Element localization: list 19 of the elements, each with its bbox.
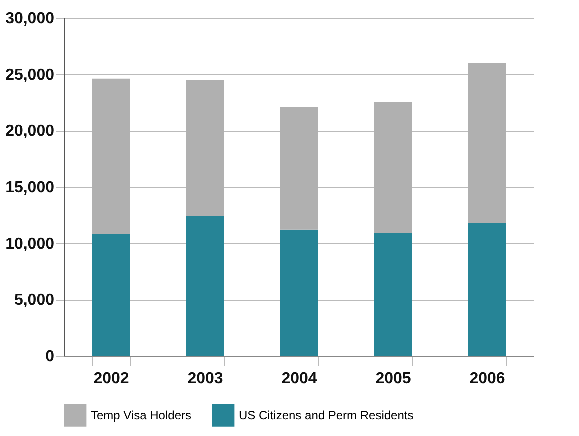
bar (468, 223, 506, 356)
bar (374, 233, 412, 356)
legend-label: US Citizens and Perm Residents (239, 408, 414, 423)
bar (186, 216, 224, 356)
x-tick-label: 2003 (188, 370, 224, 388)
x-tick-label: 2004 (282, 370, 318, 388)
y-tick-label: 30,000 (6, 10, 55, 28)
bar (92, 234, 130, 356)
y-tick-label: 20,000 (6, 123, 55, 140)
y-tick-label: 25,000 (6, 66, 55, 84)
y-tick-label: 5,000 (14, 292, 55, 310)
y-tick-label: 0 (46, 348, 55, 366)
y-tick-label: 10,000 (6, 236, 55, 253)
y-tick-label: 15,000 (6, 180, 55, 196)
x-tick-label: 2006 (470, 370, 506, 388)
legend-label: Temp Visa Holders (91, 408, 192, 423)
x-tick-label: 2005 (376, 370, 412, 388)
x-tick-label: 2002 (94, 370, 130, 388)
bar (280, 230, 318, 356)
